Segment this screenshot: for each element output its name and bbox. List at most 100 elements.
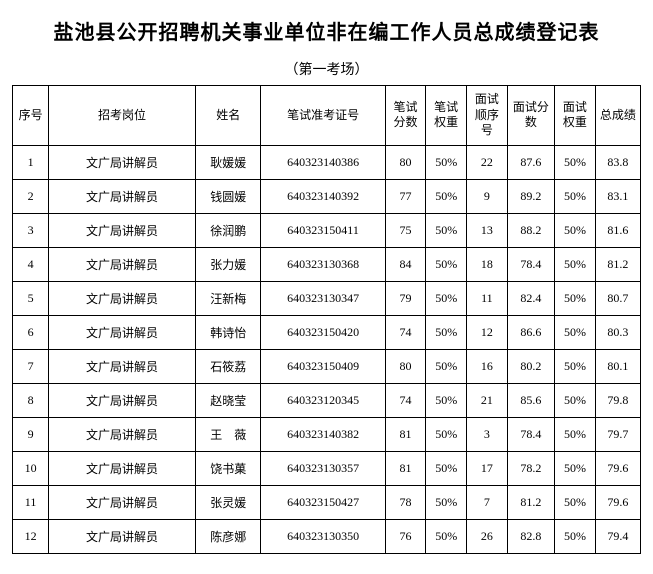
cell-seq: 11 <box>13 485 49 519</box>
cell-exam: 640323140382 <box>261 417 385 451</box>
cell-ws: 74 <box>385 315 426 349</box>
cell-ww: 50% <box>426 247 467 281</box>
table-row: 4文广局讲解员张力媛6403231303688450%1878.450%81.2 <box>13 247 641 281</box>
cell-iw: 50% <box>555 281 596 315</box>
cell-ww: 50% <box>426 485 467 519</box>
table-row: 2文广局讲解员钱圆媛6403231403927750%989.250%83.1 <box>13 179 641 213</box>
cell-pos: 文广局讲解员 <box>49 315 196 349</box>
cell-is: 89.2 <box>507 179 554 213</box>
cell-ws: 76 <box>385 519 426 553</box>
cell-ww: 50% <box>426 281 467 315</box>
cell-tot: 83.8 <box>595 145 640 179</box>
cell-io: 21 <box>467 383 508 417</box>
col-interview-order: 面试顺序号 <box>467 86 508 146</box>
cell-is: 78.4 <box>507 247 554 281</box>
table-row: 7文广局讲解员石筱荔6403231504098050%1680.250%80.1 <box>13 349 641 383</box>
cell-tot: 79.4 <box>595 519 640 553</box>
cell-exam: 640323130368 <box>261 247 385 281</box>
col-position: 招考岗位 <box>49 86 196 146</box>
col-exam-id: 笔试准考证号 <box>261 86 385 146</box>
cell-io: 9 <box>467 179 508 213</box>
cell-pos: 文广局讲解员 <box>49 485 196 519</box>
cell-seq: 8 <box>13 383 49 417</box>
cell-is: 86.6 <box>507 315 554 349</box>
cell-ws: 74 <box>385 383 426 417</box>
table-row: 11文广局讲解员张灵媛6403231504277850%781.250%79.6 <box>13 485 641 519</box>
cell-exam: 640323150427 <box>261 485 385 519</box>
cell-name: 耿媛媛 <box>195 145 261 179</box>
cell-seq: 5 <box>13 281 49 315</box>
cell-ws: 84 <box>385 247 426 281</box>
cell-ww: 50% <box>426 417 467 451</box>
table-row: 8文广局讲解员赵晓莹6403231203457450%2185.650%79.8 <box>13 383 641 417</box>
cell-ws: 80 <box>385 145 426 179</box>
cell-tot: 81.6 <box>595 213 640 247</box>
col-total: 总成绩 <box>595 86 640 146</box>
page-subtitle: （第一考场） <box>12 59 641 79</box>
cell-ww: 50% <box>426 519 467 553</box>
cell-exam: 640323150409 <box>261 349 385 383</box>
cell-name: 石筱荔 <box>195 349 261 383</box>
table-row: 1文广局讲解员耿媛媛6403231403868050%2287.650%83.8 <box>13 145 641 179</box>
cell-ww: 50% <box>426 451 467 485</box>
cell-tot: 79.6 <box>595 485 640 519</box>
cell-ws: 81 <box>385 451 426 485</box>
cell-ww: 50% <box>426 213 467 247</box>
cell-iw: 50% <box>555 417 596 451</box>
cell-name: 陈彦娜 <box>195 519 261 553</box>
cell-iw: 50% <box>555 519 596 553</box>
cell-exam: 640323140392 <box>261 179 385 213</box>
cell-io: 18 <box>467 247 508 281</box>
cell-io: 22 <box>467 145 508 179</box>
cell-exam: 640323130347 <box>261 281 385 315</box>
cell-pos: 文广局讲解员 <box>49 451 196 485</box>
cell-pos: 文广局讲解员 <box>49 179 196 213</box>
cell-pos: 文广局讲解员 <box>49 213 196 247</box>
cell-name: 韩诗怡 <box>195 315 261 349</box>
cell-tot: 79.6 <box>595 451 640 485</box>
cell-ws: 79 <box>385 281 426 315</box>
cell-ww: 50% <box>426 145 467 179</box>
cell-pos: 文广局讲解员 <box>49 417 196 451</box>
cell-io: 12 <box>467 315 508 349</box>
col-interview-weight: 面试权重 <box>555 86 596 146</box>
cell-tot: 79.7 <box>595 417 640 451</box>
table-row: 3文广局讲解员徐润鹏6403231504117550%1388.250%81.6 <box>13 213 641 247</box>
table-row: 12文广局讲解员陈彦娜6403231303507650%2682.850%79.… <box>13 519 641 553</box>
table-body: 1文广局讲解员耿媛媛6403231403868050%2287.650%83.8… <box>13 145 641 553</box>
col-name: 姓名 <box>195 86 261 146</box>
cell-seq: 9 <box>13 417 49 451</box>
cell-ww: 50% <box>426 349 467 383</box>
cell-name: 王 薇 <box>195 417 261 451</box>
cell-io: 7 <box>467 485 508 519</box>
cell-iw: 50% <box>555 179 596 213</box>
cell-is: 88.2 <box>507 213 554 247</box>
cell-is: 78.4 <box>507 417 554 451</box>
page-title: 盐池县公开招聘机关事业单位非在编工作人员总成绩登记表 <box>12 16 641 45</box>
cell-seq: 7 <box>13 349 49 383</box>
cell-tot: 83.1 <box>595 179 640 213</box>
table-row: 6文广局讲解员韩诗怡6403231504207450%1286.650%80.3 <box>13 315 641 349</box>
cell-ws: 78 <box>385 485 426 519</box>
cell-exam: 640323150411 <box>261 213 385 247</box>
col-interview-score: 面试分数 <box>507 86 554 146</box>
cell-pos: 文广局讲解员 <box>49 247 196 281</box>
cell-tot: 80.7 <box>595 281 640 315</box>
cell-ww: 50% <box>426 179 467 213</box>
cell-iw: 50% <box>555 451 596 485</box>
cell-seq: 3 <box>13 213 49 247</box>
cell-is: 87.6 <box>507 145 554 179</box>
cell-tot: 79.8 <box>595 383 640 417</box>
cell-io: 11 <box>467 281 508 315</box>
cell-io: 16 <box>467 349 508 383</box>
cell-name: 饶书菓 <box>195 451 261 485</box>
cell-ws: 80 <box>385 349 426 383</box>
cell-exam: 640323140386 <box>261 145 385 179</box>
cell-iw: 50% <box>555 213 596 247</box>
cell-is: 81.2 <box>507 485 554 519</box>
cell-seq: 6 <box>13 315 49 349</box>
cell-ww: 50% <box>426 315 467 349</box>
cell-name: 张力媛 <box>195 247 261 281</box>
table-row: 5文广局讲解员汪新梅6403231303477950%1182.450%80.7 <box>13 281 641 315</box>
cell-iw: 50% <box>555 349 596 383</box>
